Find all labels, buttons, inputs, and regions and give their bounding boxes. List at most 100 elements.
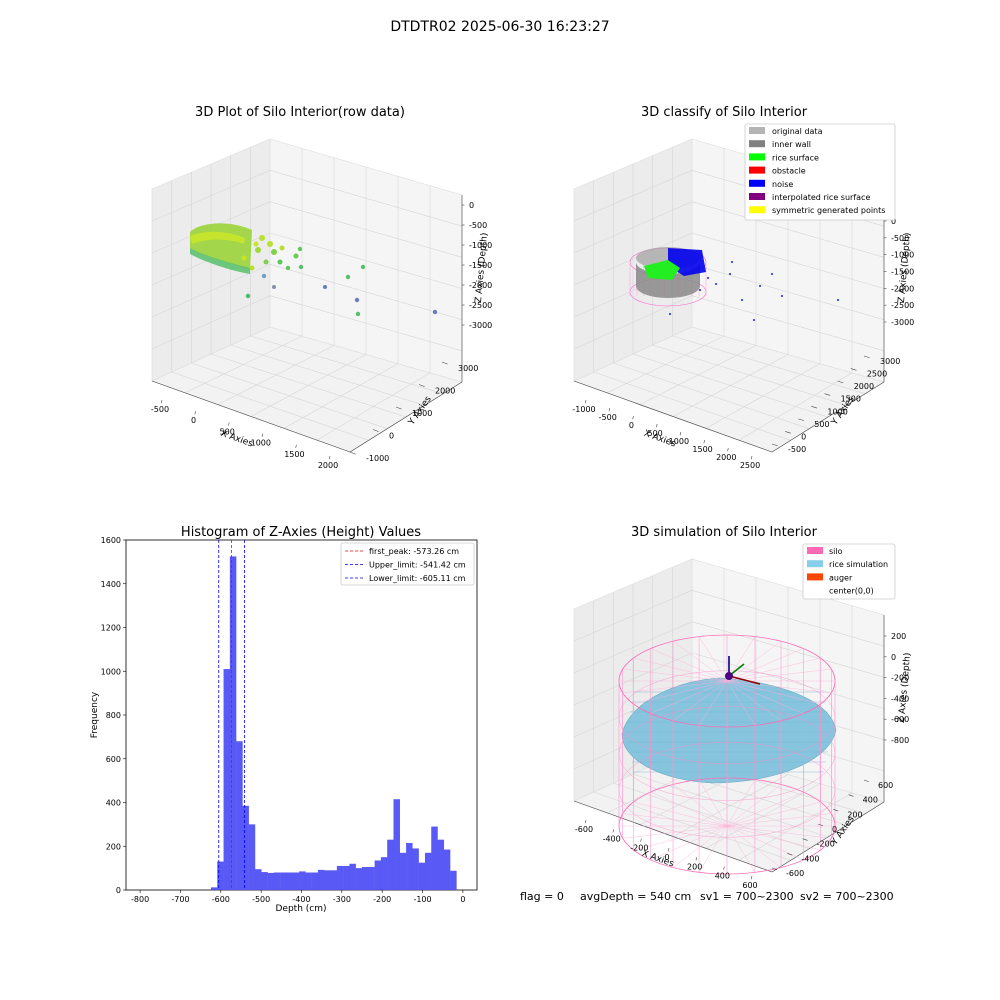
tick-label: 600 <box>106 755 121 764</box>
legend-label: obstacle <box>772 167 806 176</box>
tick-mark <box>771 443 778 447</box>
axes3d-box <box>573 558 885 873</box>
tick-mark <box>679 431 682 436</box>
histogram-bar <box>355 868 363 890</box>
tick-label: 0 <box>469 201 474 210</box>
tick-mark <box>608 407 611 412</box>
histogram-bar <box>299 871 306 890</box>
tick-label: -600 <box>891 715 909 724</box>
histogram-bars <box>210 556 457 890</box>
silo-spoke <box>698 779 728 827</box>
tick-mark <box>695 857 697 861</box>
histogram-bar <box>387 839 394 890</box>
tick-label: 1000 <box>669 437 689 446</box>
data-point <box>355 311 361 317</box>
histogram-bar <box>280 872 287 890</box>
histogram-bar <box>443 849 451 890</box>
tick-mark <box>418 384 425 387</box>
silo-spoke <box>726 680 821 705</box>
histogram-bar <box>324 870 331 890</box>
legend-label: interpolated rice surface <box>772 193 870 202</box>
panel-raw-3d: 3D Plot of Silo Interior(row data) -5000… <box>151 105 492 470</box>
tick-label: 3000 <box>880 357 900 366</box>
tick-label: -500 <box>891 234 909 243</box>
tick-label: -300 <box>333 895 351 904</box>
tick-mark <box>612 829 614 833</box>
tick-label: 0 <box>629 421 634 430</box>
classified-cloud <box>629 247 839 321</box>
legend-frame <box>802 543 896 600</box>
x-axis-ticks: -500 0 500 1000 1500 2000 <box>151 399 338 470</box>
x-axis-ticks: -800 -700 -600 -500 -400 -300 -200 -100 0 <box>131 890 465 904</box>
tick-label: -400 <box>603 834 621 843</box>
tick-label: 200 <box>687 862 702 871</box>
tick-label: -800 <box>131 895 149 904</box>
tick-mark <box>837 380 844 384</box>
noise-point <box>707 277 709 279</box>
legend-label: noise <box>772 180 793 189</box>
silo-spoke <box>633 680 728 705</box>
noise-point <box>699 289 701 291</box>
silo-spoke <box>726 825 756 873</box>
legend: original data inner wall rice surface obsta… <box>744 123 896 221</box>
y-axis-line <box>349 381 463 453</box>
silo-spoke <box>726 801 821 827</box>
data-point <box>253 241 259 247</box>
z-axis-label: Z Axies (Depth) <box>897 652 913 723</box>
tick-label: -3000 <box>891 318 914 327</box>
point-band <box>190 231 245 244</box>
data-point <box>249 265 255 271</box>
tick-mark <box>817 823 824 827</box>
histogram-bar <box>330 870 338 890</box>
tick-label: -2500 <box>891 301 914 310</box>
panel-title: 3D simulation of Silo Interior <box>631 525 818 540</box>
tick-mark <box>194 411 196 415</box>
center-marker <box>725 672 733 680</box>
point-cloud <box>190 223 438 317</box>
silo-spoke <box>726 680 782 721</box>
tick-label: 200 <box>847 810 862 819</box>
silo-spoke <box>650 825 728 861</box>
tick-label: -2000 <box>469 281 492 290</box>
tick-mark <box>848 794 854 797</box>
data-point <box>432 309 438 315</box>
panel-classify-3d: 3D classify of Silo Interior -1000-50005… <box>572 105 914 470</box>
noise-point <box>753 319 755 321</box>
x-axis-label: Depth (cm) <box>275 904 326 914</box>
tick-label: 2500 <box>740 461 760 470</box>
data-point <box>279 245 285 251</box>
histogram-bar <box>242 805 249 890</box>
data-point <box>245 293 251 299</box>
tick-label: 200 <box>106 842 121 851</box>
tick-label: 200 <box>891 632 906 641</box>
legend-label: inner wall <box>772 140 811 149</box>
tick-label: 2000 <box>716 453 736 462</box>
data-point <box>259 235 265 241</box>
data-point <box>360 264 366 270</box>
z-axis-ticks: 0 -500 -1000 -1500 -2000 -2500 -3000 <box>462 201 492 330</box>
tick-mark <box>372 429 379 432</box>
tick-mark <box>395 406 402 410</box>
tick-mark <box>585 819 587 824</box>
tick-label: 2000 <box>318 461 338 470</box>
tick-label: -500 <box>252 895 270 904</box>
tick-label: -400 <box>292 895 310 904</box>
histogram-bar <box>431 826 438 890</box>
noise-point <box>771 273 773 275</box>
tick-mark <box>863 779 870 783</box>
silo-spoke <box>622 680 728 694</box>
legend-label: original data <box>772 127 823 136</box>
data-point <box>297 246 303 252</box>
tick-label: 600 <box>742 881 757 890</box>
footer-flag: flag = 0 <box>520 890 564 903</box>
tick-mark <box>261 433 264 437</box>
data-point <box>298 264 304 270</box>
tick-mark <box>656 423 658 428</box>
tick-label: -1000 <box>366 454 389 463</box>
tick-mark <box>824 393 831 396</box>
silo-spoke <box>726 648 804 682</box>
silo-spoke <box>698 636 728 682</box>
tick-label: -400 <box>891 694 909 703</box>
silo-spoke <box>672 641 728 682</box>
data-point <box>345 274 351 280</box>
